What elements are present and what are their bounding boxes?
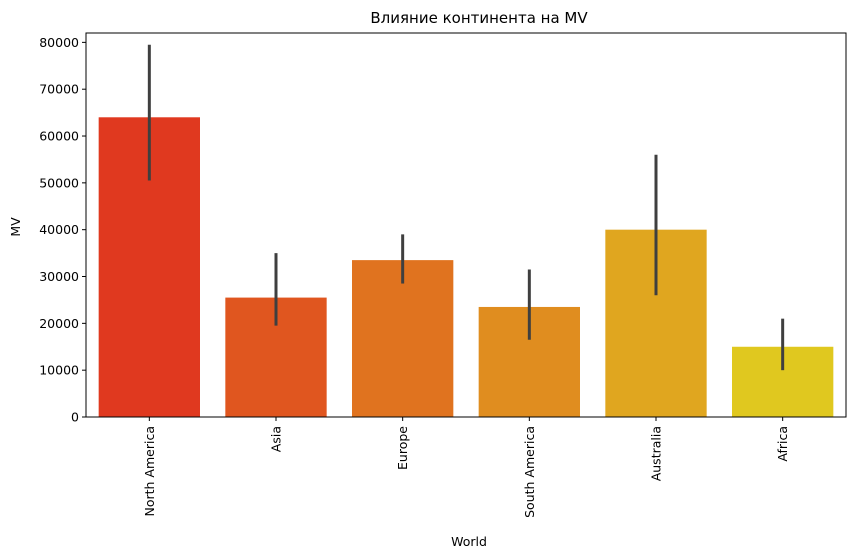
y-tick-label: 60000 bbox=[39, 129, 79, 144]
error-bars-layer bbox=[147, 44, 785, 371]
x-tick-label: Australia bbox=[649, 426, 664, 481]
x-axis-title: World bbox=[451, 534, 487, 549]
y-tick-label: 40000 bbox=[39, 222, 79, 237]
y-axis-title: MV bbox=[8, 217, 23, 237]
x-axis: North America Asia Europe South America Aust… bbox=[142, 417, 790, 518]
y-tick-label: 50000 bbox=[39, 175, 79, 190]
y-tick-label: 30000 bbox=[39, 269, 79, 284]
plot-frame bbox=[85, 32, 847, 418]
x-tick-label: Asia bbox=[269, 426, 284, 452]
y-tick-label: 0 bbox=[71, 410, 79, 425]
x-tick-label: Europe bbox=[395, 426, 410, 470]
bars-layer bbox=[98, 117, 834, 417]
y-tick-label: 10000 bbox=[39, 363, 79, 378]
x-tick-label: North America bbox=[142, 426, 157, 517]
bar bbox=[352, 260, 454, 417]
y-tick-label: 80000 bbox=[39, 35, 79, 50]
y-axis: 0 10000 20000 30000 40000 50000 60000 70000 8000… bbox=[39, 35, 86, 425]
y-tick-label: 20000 bbox=[39, 316, 79, 331]
x-tick-label: South America bbox=[522, 426, 537, 518]
chart-title: Влияние континента на MV bbox=[370, 9, 588, 27]
x-tick-label: Africa bbox=[775, 426, 790, 462]
y-tick-label: 70000 bbox=[39, 82, 79, 97]
